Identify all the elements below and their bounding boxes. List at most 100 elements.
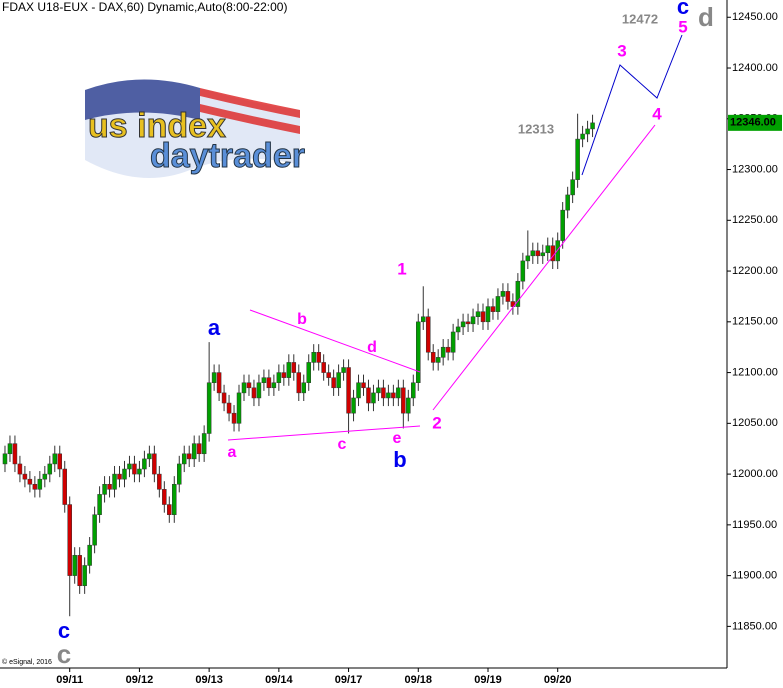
candle-body [57, 453, 63, 470]
candle-body [177, 463, 182, 485]
candle-body [500, 291, 506, 297]
candle-body [162, 489, 167, 505]
y-tick-label: 12000.00 [732, 468, 778, 480]
candle-body [112, 473, 117, 490]
candle-body [520, 260, 526, 282]
candle-body [77, 555, 82, 587]
y-tick-label: 11900.00 [732, 570, 777, 582]
wave-label: c [338, 436, 347, 453]
candle-body [102, 483, 107, 495]
wave-label: 4 [652, 104, 662, 123]
candle-body [32, 483, 38, 490]
candle-body [276, 372, 282, 383]
y-tick-label: 12400.00 [732, 62, 778, 74]
candle-body [122, 468, 127, 480]
candle-body [356, 382, 361, 399]
candle-body [540, 252, 546, 257]
candle-body [92, 514, 97, 546]
candle-body [72, 555, 77, 576]
candle-body [12, 443, 18, 465]
candle-body [22, 473, 28, 480]
candle-body [142, 458, 147, 470]
candle-body [590, 122, 595, 130]
y-tick-label: 12100.00 [732, 366, 778, 378]
wave-label: c [58, 618, 70, 643]
candle-body [117, 473, 122, 480]
candle-body [361, 382, 366, 389]
candle-body [490, 306, 496, 312]
candle-body [311, 352, 316, 363]
candle-body [172, 483, 177, 515]
candle-body [585, 128, 590, 135]
candle-body [82, 565, 87, 587]
x-tick-label: 09/13 [195, 674, 223, 686]
wave-label: e [393, 430, 402, 447]
x-tick-label: 09/14 [265, 674, 293, 686]
candle-body [266, 377, 272, 389]
candle-body [291, 362, 297, 373]
candle-body [510, 301, 516, 307]
annotations: 1 2 3 4 5 a b c d e a b c c c d 12472 12… [57, 0, 714, 669]
candle-body [137, 468, 142, 475]
x-tick-label: 09/18 [405, 674, 433, 686]
candle-body [425, 316, 431, 353]
candle-body [191, 443, 197, 460]
trend-line [227, 425, 421, 441]
candle-body [196, 443, 202, 455]
candle-body [236, 392, 242, 424]
candle-body [535, 250, 541, 257]
wave-label: 3 [617, 41, 626, 60]
candle-body [450, 331, 456, 353]
candle-body [485, 306, 491, 323]
y-tick-label: 12300.00 [732, 163, 778, 175]
candle-body [386, 392, 391, 399]
y-tick-label: 12050.00 [732, 417, 778, 429]
candle-body [37, 478, 43, 490]
candle-body [331, 377, 336, 389]
candle-body [221, 392, 227, 404]
candle-body [17, 463, 23, 475]
wave-label: 2 [432, 413, 441, 432]
candle-body [321, 362, 326, 373]
candle-body [241, 382, 247, 394]
candle-body [545, 245, 550, 254]
candle-body [226, 402, 232, 414]
candle-body [525, 255, 531, 262]
candle-body [565, 194, 570, 211]
wave-label: a [228, 444, 237, 461]
candle-body [580, 133, 585, 140]
candle-body [7, 443, 13, 455]
candle-body [42, 473, 48, 480]
trend-line [432, 124, 656, 411]
y-tick-label: 11950.00 [732, 519, 777, 531]
candle-body [460, 321, 466, 328]
y-tick-label: 12450.00 [732, 11, 778, 23]
candle-body [555, 240, 560, 262]
trend-line [249, 309, 421, 373]
x-tick-label: 09/12 [126, 674, 154, 686]
logo: us index daytrader [85, 79, 305, 178]
candle-body [435, 357, 441, 363]
wave-label: c [677, 0, 689, 19]
x-tick-label: 09/20 [544, 674, 572, 686]
candle-body [371, 392, 376, 404]
chart-title: FDAX U18-EUX - DAX,60) Dynamic,Auto(8:00… [2, 0, 287, 14]
x-tick-label: 09/17 [335, 674, 363, 686]
candle-body [560, 209, 565, 241]
x-tick-label: 09/19 [474, 674, 502, 686]
candle-body [231, 412, 237, 424]
price-note: 12313 [518, 121, 554, 136]
candle-body [216, 372, 222, 394]
y-tick-label: 12150.00 [732, 316, 778, 328]
candle-body [306, 362, 311, 383]
price-note: 12472 [622, 11, 658, 26]
candle-body [445, 346, 451, 353]
candle-body [296, 372, 302, 394]
candle-body [391, 392, 396, 399]
candle-body [455, 326, 461, 333]
candle-body [181, 453, 187, 465]
last-price-label: 12346.00 [730, 117, 776, 129]
candle-body [411, 382, 416, 399]
